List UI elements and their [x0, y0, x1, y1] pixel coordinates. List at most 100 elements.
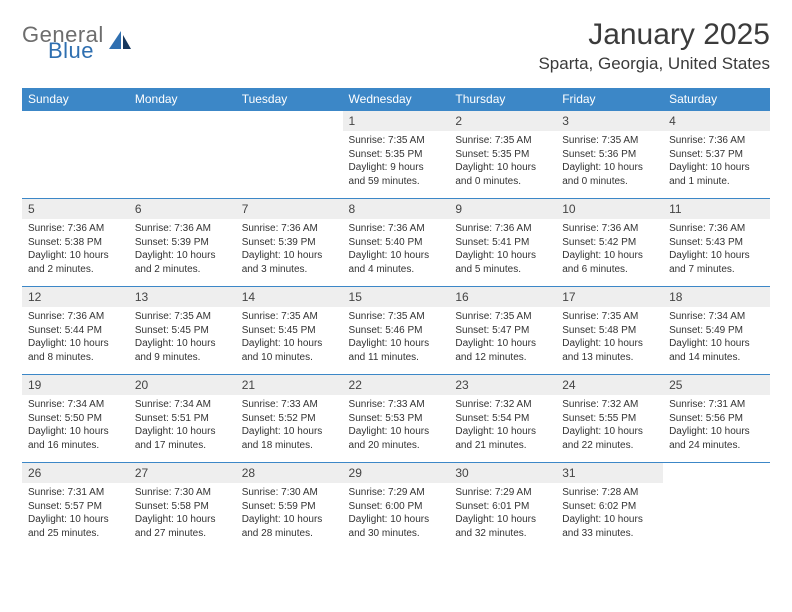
day-number: 8	[343, 199, 450, 219]
day-body: Sunrise: 7:35 AMSunset: 5:36 PMDaylight:…	[556, 131, 663, 190]
sunrise-line: Sunrise: 7:36 AM	[242, 222, 337, 236]
day-cell: 11Sunrise: 7:36 AMSunset: 5:43 PMDayligh…	[663, 199, 770, 287]
day-number: 16	[449, 287, 556, 307]
day-cell: 1Sunrise: 7:35 AMSunset: 5:35 PMDaylight…	[343, 111, 450, 199]
sunrise-line: Sunrise: 7:34 AM	[135, 398, 230, 412]
daylight2-line: and 30 minutes.	[349, 527, 444, 541]
sunset-line: Sunset: 5:35 PM	[349, 148, 444, 162]
daylight1-line: Daylight: 10 hours	[455, 513, 550, 527]
week-row: 12Sunrise: 7:36 AMSunset: 5:44 PMDayligh…	[22, 287, 770, 375]
sunset-line: Sunset: 5:44 PM	[28, 324, 123, 338]
day-cell: 4Sunrise: 7:36 AMSunset: 5:37 PMDaylight…	[663, 111, 770, 199]
day-body: Sunrise: 7:36 AMSunset: 5:42 PMDaylight:…	[556, 219, 663, 278]
sunset-line: Sunset: 5:55 PM	[562, 412, 657, 426]
sunrise-line: Sunrise: 7:28 AM	[562, 486, 657, 500]
day-body: Sunrise: 7:36 AMSunset: 5:38 PMDaylight:…	[22, 219, 129, 278]
daylight2-line: and 7 minutes.	[669, 263, 764, 277]
daylight1-line: Daylight: 9 hours	[349, 161, 444, 175]
day-cell: 5Sunrise: 7:36 AMSunset: 5:38 PMDaylight…	[22, 199, 129, 287]
daylight2-line: and 32 minutes.	[455, 527, 550, 541]
daylight1-line: Daylight: 10 hours	[562, 249, 657, 263]
day-body: Sunrise: 7:35 AMSunset: 5:48 PMDaylight:…	[556, 307, 663, 366]
daylight1-line: Daylight: 10 hours	[349, 513, 444, 527]
day-number: 31	[556, 463, 663, 483]
day-body: Sunrise: 7:34 AMSunset: 5:51 PMDaylight:…	[129, 395, 236, 454]
day-number: 28	[236, 463, 343, 483]
day-cell: 24Sunrise: 7:32 AMSunset: 5:55 PMDayligh…	[556, 375, 663, 463]
sunset-line: Sunset: 5:53 PM	[349, 412, 444, 426]
sunrise-line: Sunrise: 7:29 AM	[455, 486, 550, 500]
daylight1-line: Daylight: 10 hours	[455, 425, 550, 439]
daylight1-line: Daylight: 10 hours	[562, 425, 657, 439]
daylight1-line: Daylight: 10 hours	[242, 337, 337, 351]
day-number: 2	[449, 111, 556, 131]
day-number: 9	[449, 199, 556, 219]
sunset-line: Sunset: 5:35 PM	[455, 148, 550, 162]
calendar-table: SundayMondayTuesdayWednesdayThursdayFrid…	[22, 88, 770, 551]
day-cell: 30Sunrise: 7:29 AMSunset: 6:01 PMDayligh…	[449, 463, 556, 551]
dow-header: Wednesday	[343, 88, 450, 111]
day-body: Sunrise: 7:36 AMSunset: 5:41 PMDaylight:…	[449, 219, 556, 278]
daylight2-line: and 0 minutes.	[562, 175, 657, 189]
week-row: 5Sunrise: 7:36 AMSunset: 5:38 PMDaylight…	[22, 199, 770, 287]
sunset-line: Sunset: 5:41 PM	[455, 236, 550, 250]
sunset-line: Sunset: 5:52 PM	[242, 412, 337, 426]
day-cell: 13Sunrise: 7:35 AMSunset: 5:45 PMDayligh…	[129, 287, 236, 375]
day-number: 18	[663, 287, 770, 307]
day-body: Sunrise: 7:33 AMSunset: 5:52 PMDaylight:…	[236, 395, 343, 454]
day-cell: 3Sunrise: 7:35 AMSunset: 5:36 PMDaylight…	[556, 111, 663, 199]
day-number: 22	[343, 375, 450, 395]
daylight1-line: Daylight: 10 hours	[562, 161, 657, 175]
daylight2-line: and 2 minutes.	[28, 263, 123, 277]
day-body: Sunrise: 7:30 AMSunset: 5:59 PMDaylight:…	[236, 483, 343, 542]
day-body: Sunrise: 7:32 AMSunset: 5:54 PMDaylight:…	[449, 395, 556, 454]
daylight2-line: and 21 minutes.	[455, 439, 550, 453]
daylight2-line: and 18 minutes.	[242, 439, 337, 453]
day-cell: 21Sunrise: 7:33 AMSunset: 5:52 PMDayligh…	[236, 375, 343, 463]
day-body: Sunrise: 7:33 AMSunset: 5:53 PMDaylight:…	[343, 395, 450, 454]
sunset-line: Sunset: 6:00 PM	[349, 500, 444, 514]
day-body: Sunrise: 7:29 AMSunset: 6:00 PMDaylight:…	[343, 483, 450, 542]
day-number: 19	[22, 375, 129, 395]
daylight1-line: Daylight: 10 hours	[455, 337, 550, 351]
day-cell: 31Sunrise: 7:28 AMSunset: 6:02 PMDayligh…	[556, 463, 663, 551]
daylight2-line: and 20 minutes.	[349, 439, 444, 453]
day-body: Sunrise: 7:34 AMSunset: 5:49 PMDaylight:…	[663, 307, 770, 366]
day-cell: 20Sunrise: 7:34 AMSunset: 5:51 PMDayligh…	[129, 375, 236, 463]
daylight1-line: Daylight: 10 hours	[242, 249, 337, 263]
sunrise-line: Sunrise: 7:31 AM	[28, 486, 123, 500]
sunset-line: Sunset: 5:50 PM	[28, 412, 123, 426]
sunset-line: Sunset: 5:47 PM	[455, 324, 550, 338]
day-body: Sunrise: 7:36 AMSunset: 5:43 PMDaylight:…	[663, 219, 770, 278]
dow-header: Saturday	[663, 88, 770, 111]
sunrise-line: Sunrise: 7:33 AM	[349, 398, 444, 412]
logo: General Blue	[22, 24, 133, 62]
daylight1-line: Daylight: 10 hours	[349, 337, 444, 351]
daylight1-line: Daylight: 10 hours	[562, 513, 657, 527]
daylight1-line: Daylight: 10 hours	[135, 337, 230, 351]
sunrise-line: Sunrise: 7:33 AM	[242, 398, 337, 412]
daylight1-line: Daylight: 10 hours	[669, 337, 764, 351]
day-body: Sunrise: 7:35 AMSunset: 5:35 PMDaylight:…	[449, 131, 556, 190]
day-body: Sunrise: 7:28 AMSunset: 6:02 PMDaylight:…	[556, 483, 663, 542]
daylight2-line: and 17 minutes.	[135, 439, 230, 453]
dow-header: Monday	[129, 88, 236, 111]
day-cell: 7Sunrise: 7:36 AMSunset: 5:39 PMDaylight…	[236, 199, 343, 287]
empty-cell	[663, 463, 770, 551]
logo-word-blue: Blue	[48, 40, 104, 62]
month-title: January 2025	[538, 18, 770, 52]
daylight1-line: Daylight: 10 hours	[28, 337, 123, 351]
day-body: Sunrise: 7:36 AMSunset: 5:39 PMDaylight:…	[129, 219, 236, 278]
day-cell: 22Sunrise: 7:33 AMSunset: 5:53 PMDayligh…	[343, 375, 450, 463]
sunrise-line: Sunrise: 7:31 AM	[669, 398, 764, 412]
daylight2-line: and 11 minutes.	[349, 351, 444, 365]
daylight2-line: and 4 minutes.	[349, 263, 444, 277]
daylight2-line: and 6 minutes.	[562, 263, 657, 277]
day-of-week-row: SundayMondayTuesdayWednesdayThursdayFrid…	[22, 88, 770, 111]
daylight2-line: and 12 minutes.	[455, 351, 550, 365]
daylight1-line: Daylight: 10 hours	[349, 249, 444, 263]
sunset-line: Sunset: 5:56 PM	[669, 412, 764, 426]
day-number: 13	[129, 287, 236, 307]
day-body: Sunrise: 7:36 AMSunset: 5:39 PMDaylight:…	[236, 219, 343, 278]
daylight1-line: Daylight: 10 hours	[669, 425, 764, 439]
